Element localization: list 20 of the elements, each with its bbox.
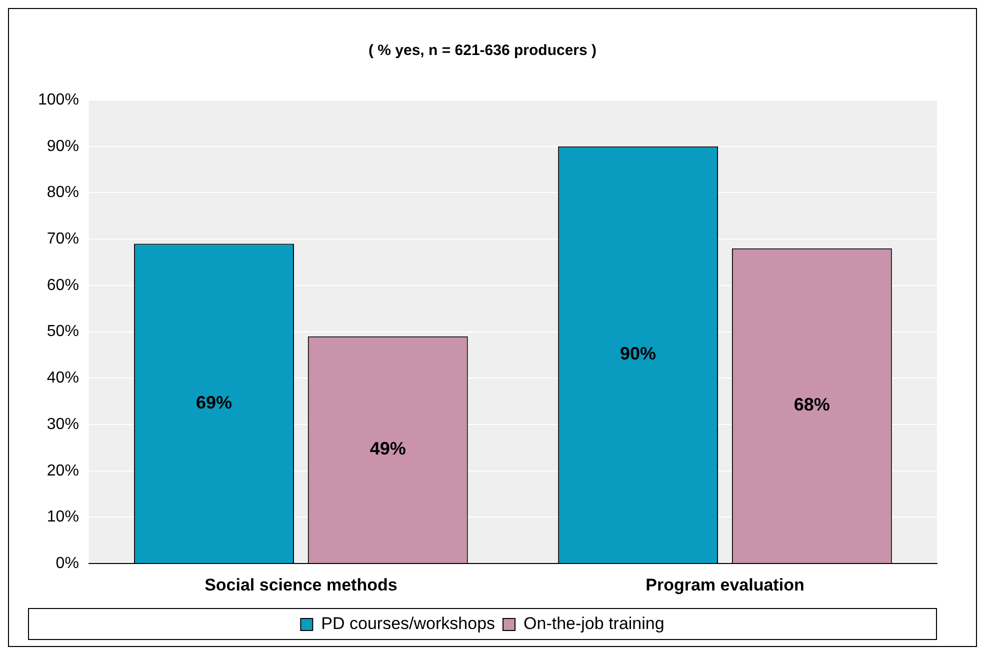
x-tick-label: Social science methods [204,575,398,594]
data-label: 90% [620,344,656,364]
y-tick-label: 80% [46,184,79,202]
chart-title: ( % yes, n = 621-636 producers ) [368,42,597,60]
y-tick-label: 30% [46,416,79,433]
y-tick-label: 20% [46,462,79,480]
legend-label: On-the-job training [524,614,664,634]
data-label: 68% [794,394,830,415]
data-label: 49% [370,438,406,459]
y-tick-label: 40% [46,370,79,387]
y-tick-label: 60% [46,276,79,294]
y-tick-label: 90% [46,138,79,155]
y-tick-label: 70% [46,230,79,248]
y-tick-label: 50% [46,323,79,340]
y-tick-label: 0% [56,555,79,572]
y-tick-label: 10% [46,508,79,526]
data-label: 69% [196,392,232,412]
x-tick-label: Program evaluation [646,575,804,594]
y-tick-label: 100% [38,91,79,108]
legend-label: PD courses/workshops [321,614,496,634]
